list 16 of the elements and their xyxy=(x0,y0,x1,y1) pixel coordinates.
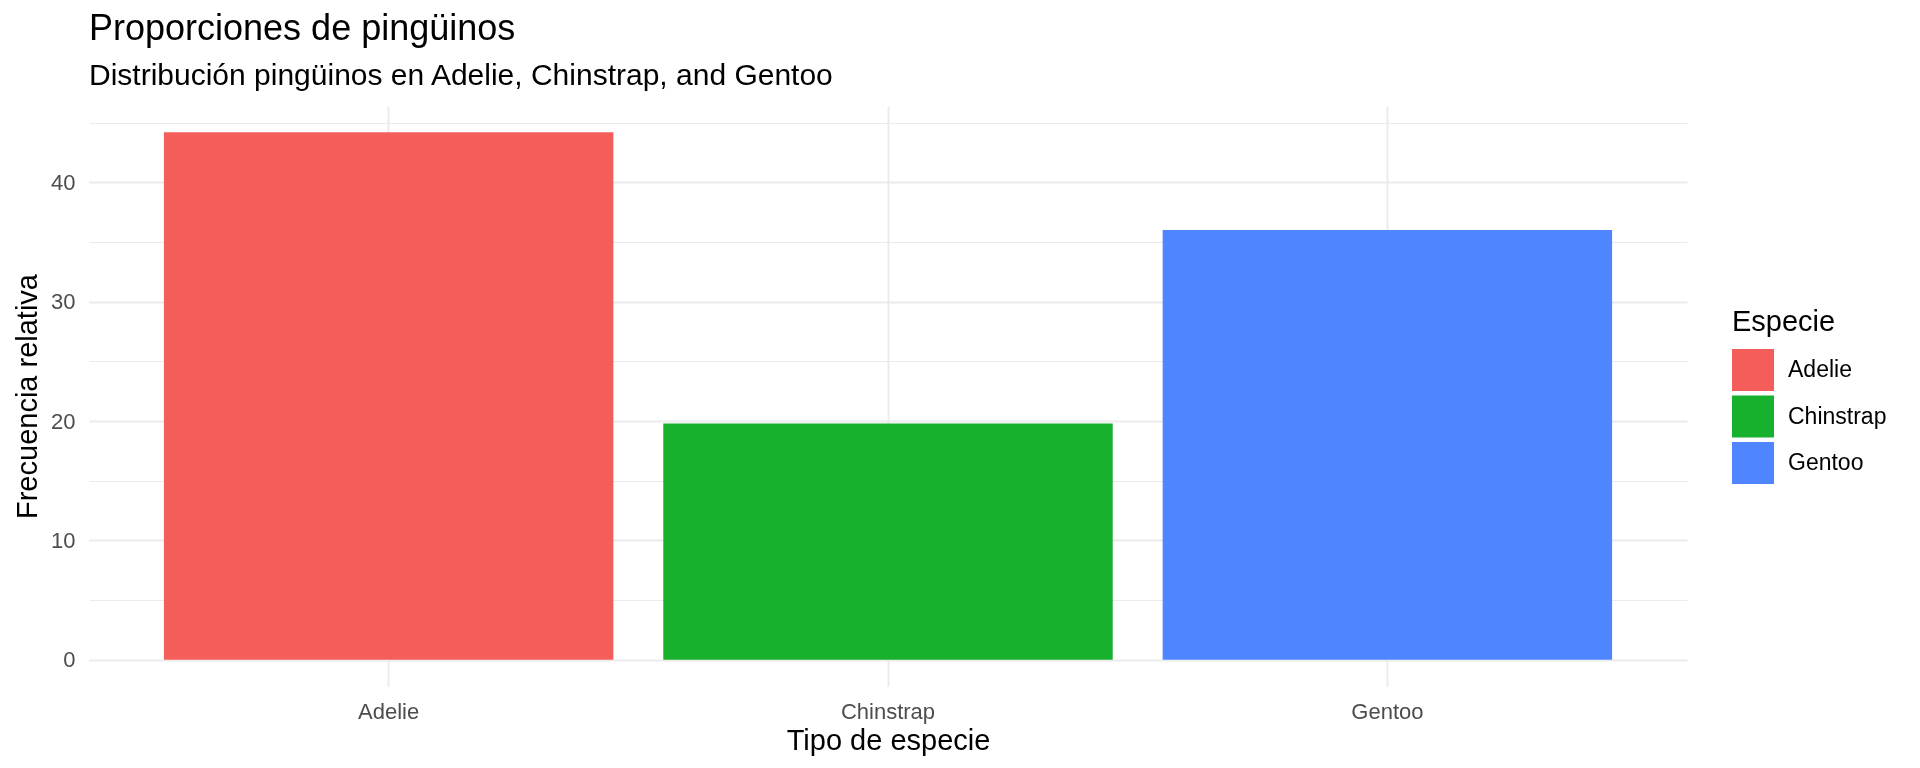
x-axis-title: Tipo de especie xyxy=(786,723,991,756)
y-tick-label: 0 xyxy=(63,647,76,673)
y-tick-label: 40 xyxy=(51,169,76,195)
legend-label: Chinstrap xyxy=(1788,402,1887,429)
x-tick-label: Adelie xyxy=(358,698,420,724)
legend-label: Adelie xyxy=(1788,356,1852,382)
legend-title: Especie xyxy=(1732,305,1836,337)
y-tick-label: 10 xyxy=(51,527,76,553)
chart-subtitle: Distribución pingüinos en Adelie, Chinstrap, and Gentoo xyxy=(89,58,833,91)
chart-title: Proporciones de pingüinos xyxy=(89,7,516,48)
y-axis-title: Frecuencia relativa xyxy=(11,273,44,519)
x-tick-label: Chinstrap xyxy=(840,698,936,724)
y-tick-label: 20 xyxy=(51,408,76,434)
legend-label: Gentoo xyxy=(1788,449,1864,475)
y-tick-label: 30 xyxy=(51,289,76,315)
x-tick-label: Gentoo xyxy=(1351,698,1424,724)
